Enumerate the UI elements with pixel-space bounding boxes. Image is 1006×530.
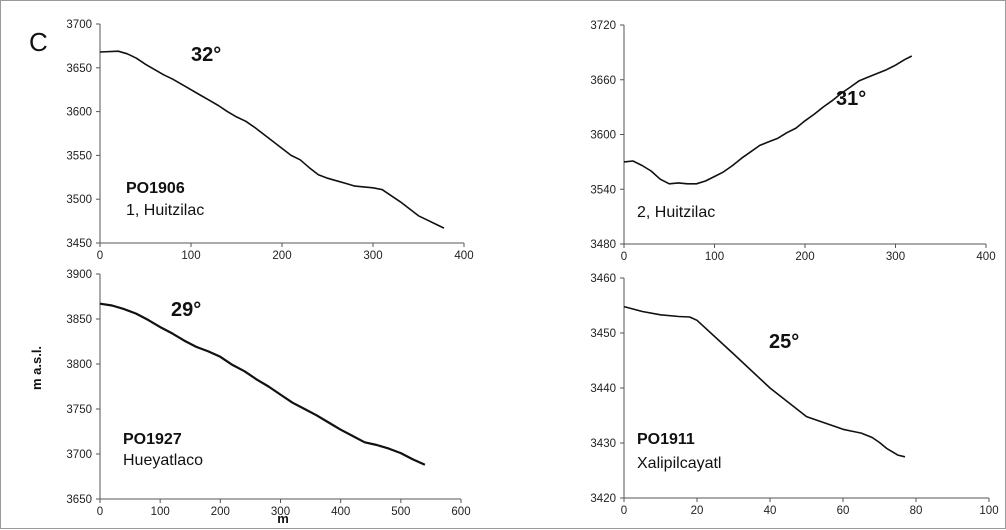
x-tick-label: 0 xyxy=(621,505,627,517)
x-tick-label: 400 xyxy=(976,251,995,263)
subplot-2: 3480 3540 3600 3660 3720 0 100 200 300 400 31° 2, H… xyxy=(590,20,995,263)
slope-angle-label: 25° xyxy=(769,331,799,353)
y-tick-label: 3540 xyxy=(590,184,616,196)
y-axis-label: m a.s.l. xyxy=(29,346,44,390)
x-tick-label: 300 xyxy=(271,506,290,518)
y-tick-label: 3450 xyxy=(590,328,616,340)
y-tick-label: 3460 xyxy=(590,273,616,285)
x-tick-label: 400 xyxy=(331,506,350,518)
site-name-label: 1, Huitzilac xyxy=(126,202,204,219)
x-tick-label: 300 xyxy=(363,250,382,262)
x-tick-label: 100 xyxy=(181,250,200,262)
y-tick-label: 3700 xyxy=(66,449,92,461)
y-tick-label: 3660 xyxy=(590,75,616,87)
y-tick-label: 3420 xyxy=(590,493,616,505)
x-tick-label: 300 xyxy=(886,251,905,263)
y-tick-label: 3550 xyxy=(66,150,92,162)
x-tick-label: 200 xyxy=(272,250,291,262)
y-tick-label: 3430 xyxy=(590,438,616,450)
y-tick-label: 3850 xyxy=(66,314,92,326)
panel-letter: C xyxy=(29,27,48,57)
profile-code-label: PO1927 xyxy=(123,431,182,448)
x-tick-label: 0 xyxy=(621,251,627,263)
x-tick-label: 100 xyxy=(151,506,170,518)
x-tick-label: 100 xyxy=(705,251,724,263)
x-tick-label: 200 xyxy=(211,506,230,518)
x-tick-label: 400 xyxy=(454,250,473,262)
slope-angle-label: 32° xyxy=(191,44,221,66)
x-tick-label: 600 xyxy=(451,506,470,518)
profile-line xyxy=(99,50,445,229)
y-tick-label: 3650 xyxy=(66,63,92,75)
y-tick-label: 3800 xyxy=(66,359,92,371)
y-tick-label: 3650 xyxy=(66,494,92,506)
site-name-label: Xalipilcayatl xyxy=(637,455,721,472)
profile-code-label: PO1906 xyxy=(126,180,185,197)
site-name-label: Hueyatlaco xyxy=(123,452,203,469)
x-tick-label: 20 xyxy=(691,505,704,517)
subplot-4: 3420 3430 3440 3450 3460 0 20 40 60 80 100 25° PO191… xyxy=(590,273,998,517)
profile-code-label: PO1911 xyxy=(637,431,695,448)
slope-angle-label: 29° xyxy=(171,299,201,321)
profile-line xyxy=(99,302,426,466)
y-tick-label: 3480 xyxy=(590,239,616,251)
x-tick-label: 40 xyxy=(764,505,777,517)
x-tick-label: 100 xyxy=(979,505,998,517)
y-tick-label: 3500 xyxy=(66,194,92,206)
y-tick-label: 3720 xyxy=(590,20,616,32)
x-tick-label: 0 xyxy=(97,506,103,518)
x-tick-label: 80 xyxy=(910,505,923,517)
y-tick-label: 3900 xyxy=(66,269,92,281)
y-tick-label: 3600 xyxy=(66,107,92,119)
y-tick-label: 3440 xyxy=(590,383,616,395)
subplot-3: 3650 3700 3750 3800 3850 3900 0 100 200 300 400 500… xyxy=(66,269,470,518)
x-tick-label: 0 xyxy=(97,250,103,262)
x-tick-label: 200 xyxy=(795,251,814,263)
subplot-1: 3450 3500 3550 3600 3650 3700 0 100 200 300 400 32°… xyxy=(66,19,473,262)
slope-angle-label: 31° xyxy=(836,88,866,110)
x-tick-label: 60 xyxy=(837,505,850,517)
profile-line xyxy=(623,305,906,458)
y-tick-label: 3700 xyxy=(66,19,92,31)
y-tick-label: 3600 xyxy=(590,130,616,142)
y-tick-label: 3450 xyxy=(66,238,92,250)
x-tick-label: 500 xyxy=(391,506,410,518)
site-name-label: 2, Huitzilac xyxy=(637,204,715,221)
x-axis-label: m xyxy=(277,511,289,526)
profile-line xyxy=(623,55,913,185)
y-tick-label: 3750 xyxy=(66,404,92,416)
